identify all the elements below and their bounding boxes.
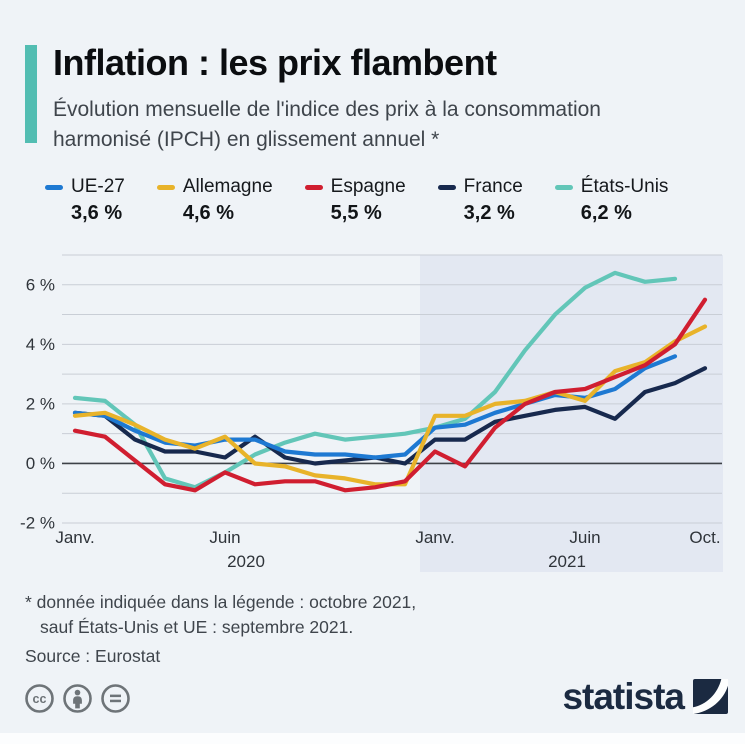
year-label-2021: 2021 xyxy=(548,552,586,571)
series-line--tats-unis xyxy=(72,270,678,490)
year-label-2020: 2020 xyxy=(227,552,265,571)
y-tick-2: 2 % xyxy=(26,394,55,413)
page-subtitle-line2: harmonisé (IPCH) en glissement annuel * xyxy=(53,127,440,151)
y-tick--2: -2 % xyxy=(20,514,55,533)
x-tick-2: Janv. xyxy=(415,528,454,547)
footnote-line2: sauf États-Unis et UE : septembre 2021. xyxy=(40,617,354,637)
x-tick-3: Juin xyxy=(569,528,600,547)
legend-swatch-ue-27 xyxy=(45,184,63,190)
statista-logo[interactable]: statista xyxy=(562,678,728,715)
legend-swatch-allemagne xyxy=(156,184,175,190)
legend-item-espagne: Espagne 5,5 % xyxy=(304,176,406,225)
statista-logo-icon xyxy=(693,679,728,714)
y-tick-4: 4 % xyxy=(26,335,55,354)
legend-label--tats-unis: États-Unis xyxy=(580,176,669,197)
legend-item-france: France 3,2 % xyxy=(437,176,523,225)
legend-item-ue-27: UE-27 3,6 % xyxy=(45,176,125,225)
legend-swatch-espagne xyxy=(304,184,323,190)
x-tick-4: Oct. xyxy=(689,528,720,547)
chart: 6 % 4 % 2 % 0 % -2 % Janv. Juin Janv. Juin Oct. 20… xyxy=(0,245,745,575)
license-icons: cc xyxy=(24,683,131,714)
legend-label-espagne: Espagne xyxy=(330,176,406,197)
svg-text:cc: cc xyxy=(33,692,47,706)
legend-label-allemagne: Allemagne xyxy=(182,176,273,197)
y-tick-0: 0 % xyxy=(26,454,55,473)
legend-value-allemagne: 4,6 % xyxy=(182,202,235,224)
attribution-icon[interactable] xyxy=(62,683,93,714)
legend-swatch-france xyxy=(437,184,456,190)
series-line-espagne xyxy=(72,297,708,493)
chart-svg: 6 %4 %2 %0 %-2 %Janv. Juin Janv. Juin Oct.20… xyxy=(20,254,723,572)
statista-logo-text: statista xyxy=(562,676,685,717)
legend-item-allemagne: Allemagne 4,6 % xyxy=(156,176,273,225)
legend-label-france: France xyxy=(463,176,523,197)
series-line-france xyxy=(72,366,708,466)
x-tick-1: Juin xyxy=(209,528,240,547)
page-title: Inflation : les prix flambent xyxy=(53,42,497,83)
legend-label-ue-27: UE-27 xyxy=(71,176,125,197)
y-tick-6: 6 % xyxy=(26,275,55,294)
legend: UE-27 3,6 % Allemagne 4,6 % Espagne 5,5 % Fran… xyxy=(45,176,668,225)
no-derivatives-icon[interactable] xyxy=(100,683,131,714)
legend-item--tats-unis: États-Unis 6,2 % xyxy=(554,176,669,225)
page-subtitle-line1: Évolution mensuelle de l'indice des prix… xyxy=(53,98,601,121)
bottom-strip xyxy=(0,733,745,744)
x-tick-0: Janv. xyxy=(55,528,94,547)
legend-value-ue-27: 3,6 % xyxy=(71,202,123,224)
source-note: Source : Eurostat xyxy=(25,646,161,666)
legend-value--tats-unis: 6,2 % xyxy=(580,202,632,224)
legend-value-espagne: 5,5 % xyxy=(330,202,382,224)
title-accent-bar xyxy=(25,45,37,143)
footnote-line1: * donnée indiquée dans la légende : octo… xyxy=(25,592,417,612)
legend-value-france: 3,2 % xyxy=(463,202,515,224)
cc-icon[interactable]: cc xyxy=(24,683,55,714)
legend-swatch--tats-unis xyxy=(554,184,573,190)
page-subtitle: Évolution mensuelle de l'indice des prix… xyxy=(53,95,601,155)
